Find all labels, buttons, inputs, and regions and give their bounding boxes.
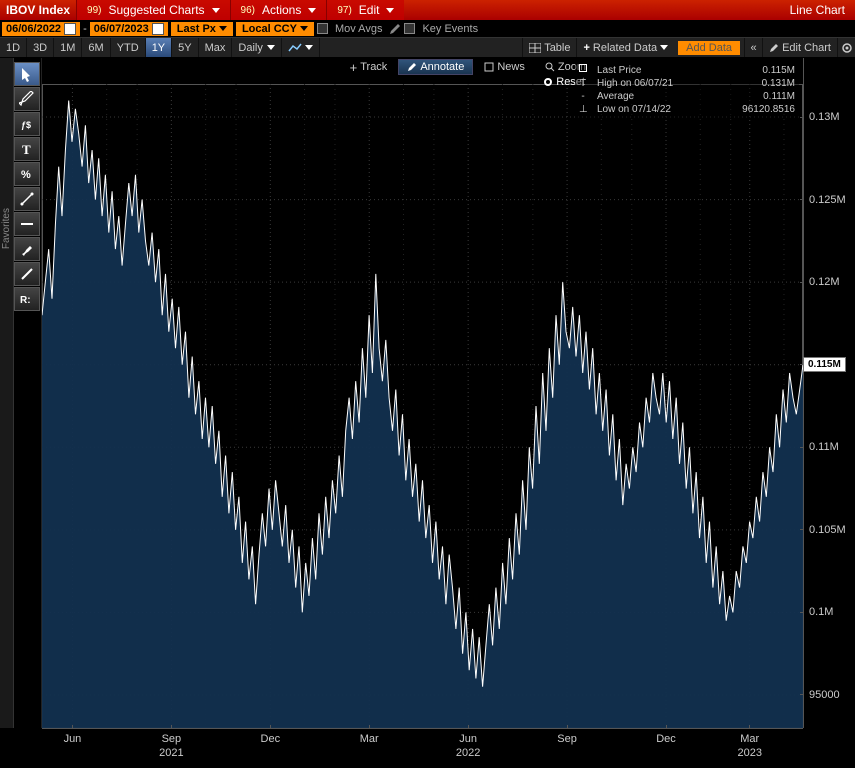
x-tick-label: Jun	[459, 733, 477, 745]
related-data-button[interactable]: +Related Data	[576, 38, 674, 57]
date-from[interactable]: 06/06/2022	[2, 22, 80, 36]
index-title: IBOV Index	[0, 3, 76, 17]
frequency-dropdown[interactable]: Daily	[232, 38, 281, 57]
y-tick-label: 0.105M	[809, 524, 846, 536]
y-tick-label: 0.13M	[809, 111, 840, 123]
config-row: 06/06/2022 - 06/07/2023 Last Px Local CC…	[0, 20, 855, 38]
date-to[interactable]: 06/07/2023	[90, 22, 168, 36]
x-year-label: 2023	[737, 747, 761, 759]
svg-text:R:: R:	[20, 295, 31, 306]
tool-hline[interactable]	[14, 212, 40, 236]
tool-column: ƒ$ T% R:	[14, 58, 42, 728]
zoom-icon	[545, 62, 555, 72]
period-1m[interactable]: 1M	[54, 38, 82, 57]
title-bar: IBOV Index 99)Suggested Charts 96)Action…	[0, 0, 855, 20]
x-year-label: 2021	[159, 747, 183, 759]
svg-text:%: %	[21, 169, 31, 181]
news-button[interactable]: News	[475, 59, 534, 75]
menu-edit[interactable]: 97)Edit	[326, 0, 404, 20]
menu-actions[interactable]: 96)Actions	[230, 0, 327, 20]
currency-field[interactable]: Local CCY	[236, 22, 314, 36]
y-tick-label: 0.125M	[809, 194, 846, 206]
table-icon	[529, 43, 541, 53]
keyevents-label: Key Events	[418, 23, 482, 35]
y-tick-label: 95000	[809, 689, 840, 701]
y-tick-label: 0.1M	[809, 606, 833, 618]
chart-area: Favorites ƒ$ T% R: Last Price0.115MTHigh o…	[0, 58, 855, 728]
x-tick-label: Dec	[656, 733, 676, 745]
tool-trend[interactable]	[14, 187, 40, 211]
tool-brush[interactable]	[14, 237, 40, 261]
favorites-tab[interactable]: Favorites	[0, 58, 14, 728]
gear-icon	[841, 42, 853, 54]
period-3d[interactable]: 3D	[27, 38, 54, 57]
plot-area[interactable]: Last Price0.115MTHigh on 06/07/210.131M-…	[42, 58, 803, 728]
movavg-checkbox[interactable]	[317, 23, 328, 34]
chart-tools-row: +Track Annotate News Zoom	[341, 58, 595, 76]
x-axis: Jun Sep Dec Mar Jun Sep Dec Mar 2021 2022 2023	[42, 728, 803, 768]
svg-text:T: T	[22, 142, 31, 157]
x-tick-label: Jun	[64, 733, 82, 745]
chart-type-label: Line Chart	[790, 3, 855, 17]
y-tick-label: 0.11M	[809, 441, 839, 453]
x-tick-label: Sep	[162, 733, 182, 745]
period-5y[interactable]: 5Y	[172, 38, 198, 57]
price-field[interactable]: Last Px	[171, 22, 233, 36]
period-ytd[interactable]: YTD	[111, 38, 146, 57]
legend-box: Last Price0.115MTHigh on 06/07/210.131M-…	[575, 62, 799, 118]
edit-chart-button[interactable]: Edit Chart	[762, 38, 837, 57]
pencil-icon	[407, 62, 417, 72]
period-row: 1D3D1M6MYTD1Y5YMax Daily Table +Related …	[0, 38, 855, 58]
tool-draw[interactable]	[14, 87, 40, 111]
tool-fx[interactable]: ƒ$	[14, 112, 40, 136]
keyevents-checkbox[interactable]	[404, 23, 415, 34]
tool-regression[interactable]: R:	[14, 287, 40, 311]
chart-style-dropdown[interactable]	[282, 38, 320, 57]
period-1d[interactable]: 1D	[0, 38, 27, 57]
tool-cursor[interactable]	[14, 62, 40, 86]
reset-icon	[544, 78, 552, 86]
news-icon	[484, 62, 494, 72]
tool-percent[interactable]: %	[14, 162, 40, 186]
pencil-icon	[769, 43, 779, 53]
svg-text:ƒ$: ƒ$	[21, 120, 31, 130]
tool-text[interactable]: T	[14, 137, 40, 161]
y-axis: 0.13M 0.125M 0.12M 0.115M 0.11M 0.105M 0.1M 950…	[803, 58, 855, 728]
pencil-icon[interactable]	[389, 23, 401, 35]
period-max[interactable]: Max	[199, 38, 233, 57]
x-tick-label: Mar	[360, 733, 379, 745]
menu-suggested-charts[interactable]: 99)Suggested Charts	[76, 0, 230, 20]
add-data-input[interactable]: Add Data	[678, 41, 740, 55]
period-6m[interactable]: 6M	[82, 38, 110, 57]
calendar-icon	[152, 23, 164, 35]
annotate-button[interactable]: Annotate	[398, 59, 473, 75]
collapse-button[interactable]: «	[744, 38, 762, 57]
x-tick-label: Mar	[740, 733, 759, 745]
x-tick-label: Dec	[261, 733, 281, 745]
x-year-label: 2022	[456, 747, 480, 759]
y-tick-label: 0.12M	[809, 276, 840, 288]
track-button[interactable]: +Track	[341, 58, 397, 77]
tool-lineseg[interactable]	[14, 262, 40, 286]
current-price-marker: 0.115M	[803, 357, 846, 372]
movavg-label: Mov Avgs	[331, 23, 387, 35]
settings-button[interactable]	[837, 38, 855, 57]
table-button[interactable]: Table	[522, 38, 576, 57]
period-1y[interactable]: 1Y	[146, 38, 172, 57]
calendar-icon	[64, 23, 76, 35]
x-tick-label: Sep	[557, 733, 577, 745]
